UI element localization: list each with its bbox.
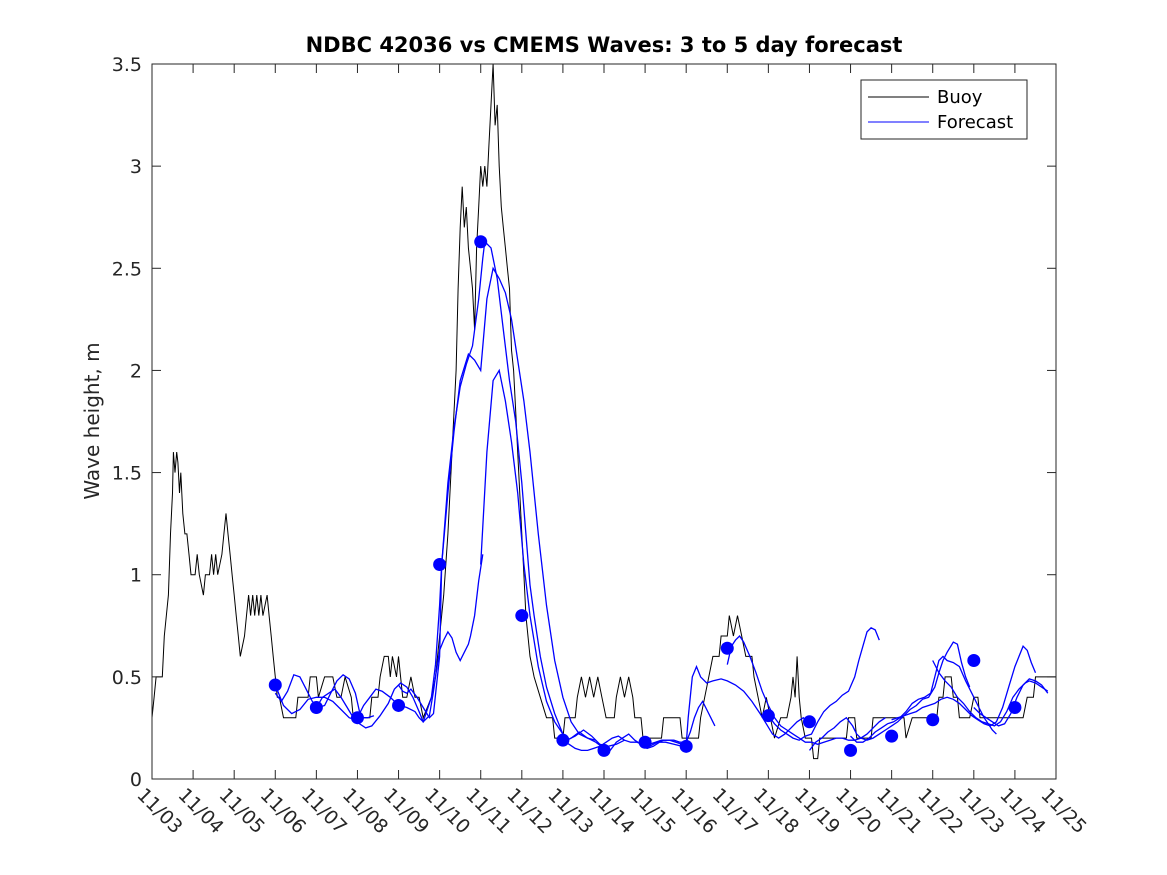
forecast-marker	[926, 713, 940, 727]
buoy-line	[151, 63, 1056, 760]
forecast-marker	[433, 558, 447, 571]
plot-area	[151, 63, 1057, 780]
forecast-marker	[350, 711, 364, 725]
legend: Buoy Forecast	[860, 79, 1028, 140]
forecast-line	[973, 678, 1049, 727]
forecast-line	[480, 368, 689, 752]
forecast-line	[891, 645, 1037, 727]
forecast-line	[767, 627, 880, 741]
forecast-line	[808, 641, 971, 751]
forecast-marker	[720, 641, 734, 655]
y-axis-label: Wave height, m	[80, 342, 104, 499]
legend-buoy-label: Buoy	[937, 87, 983, 108]
legend-forecast-label: Forecast	[937, 112, 1013, 133]
y-tick-label: 2	[130, 360, 142, 382]
forecast-marker	[309, 701, 323, 714]
y-tick-label: 1.5	[112, 463, 142, 485]
forecast-markers	[268, 235, 1022, 757]
y-tick-label: 3	[130, 156, 142, 178]
forecast-line	[315, 554, 484, 729]
y-tick-label: 0	[130, 769, 142, 791]
forecast-line	[850, 655, 997, 743]
forecast-marker	[761, 709, 775, 723]
forecast-marker	[638, 735, 652, 749]
forecast-marker	[1008, 701, 1022, 714]
forecast-marker	[597, 743, 611, 757]
forecast-line	[645, 664, 811, 747]
forecast-marker	[844, 743, 858, 757]
y-tick-label: 0.5	[112, 667, 142, 689]
forecast-marker	[515, 609, 529, 623]
forecast-marker	[556, 733, 570, 747]
y-tick-label: 2.5	[112, 258, 142, 280]
forecast-marker	[474, 235, 488, 249]
chart-title: NDBC 42036 vs CMEMS Waves: 3 to 5 day fo…	[306, 33, 903, 57]
forecast-marker	[802, 715, 816, 729]
forecast-line	[726, 634, 886, 745]
forecast-marker	[967, 654, 981, 668]
legend-box	[860, 79, 1028, 140]
forecast-marker	[679, 739, 693, 753]
forecast-line	[932, 660, 1049, 727]
forecast-marker	[268, 678, 282, 692]
forecast-marker	[885, 729, 899, 743]
y-tick-label: 1	[130, 565, 142, 587]
plot-background	[152, 64, 1056, 779]
forecast-marker	[392, 698, 406, 712]
buoy-series	[151, 63, 1056, 760]
y-tick-label: 3.5	[112, 54, 142, 76]
forecast-series	[274, 240, 1049, 752]
y-axis: 0 0.5 1 1.5 2 2.5 3 3.5	[112, 54, 1056, 791]
